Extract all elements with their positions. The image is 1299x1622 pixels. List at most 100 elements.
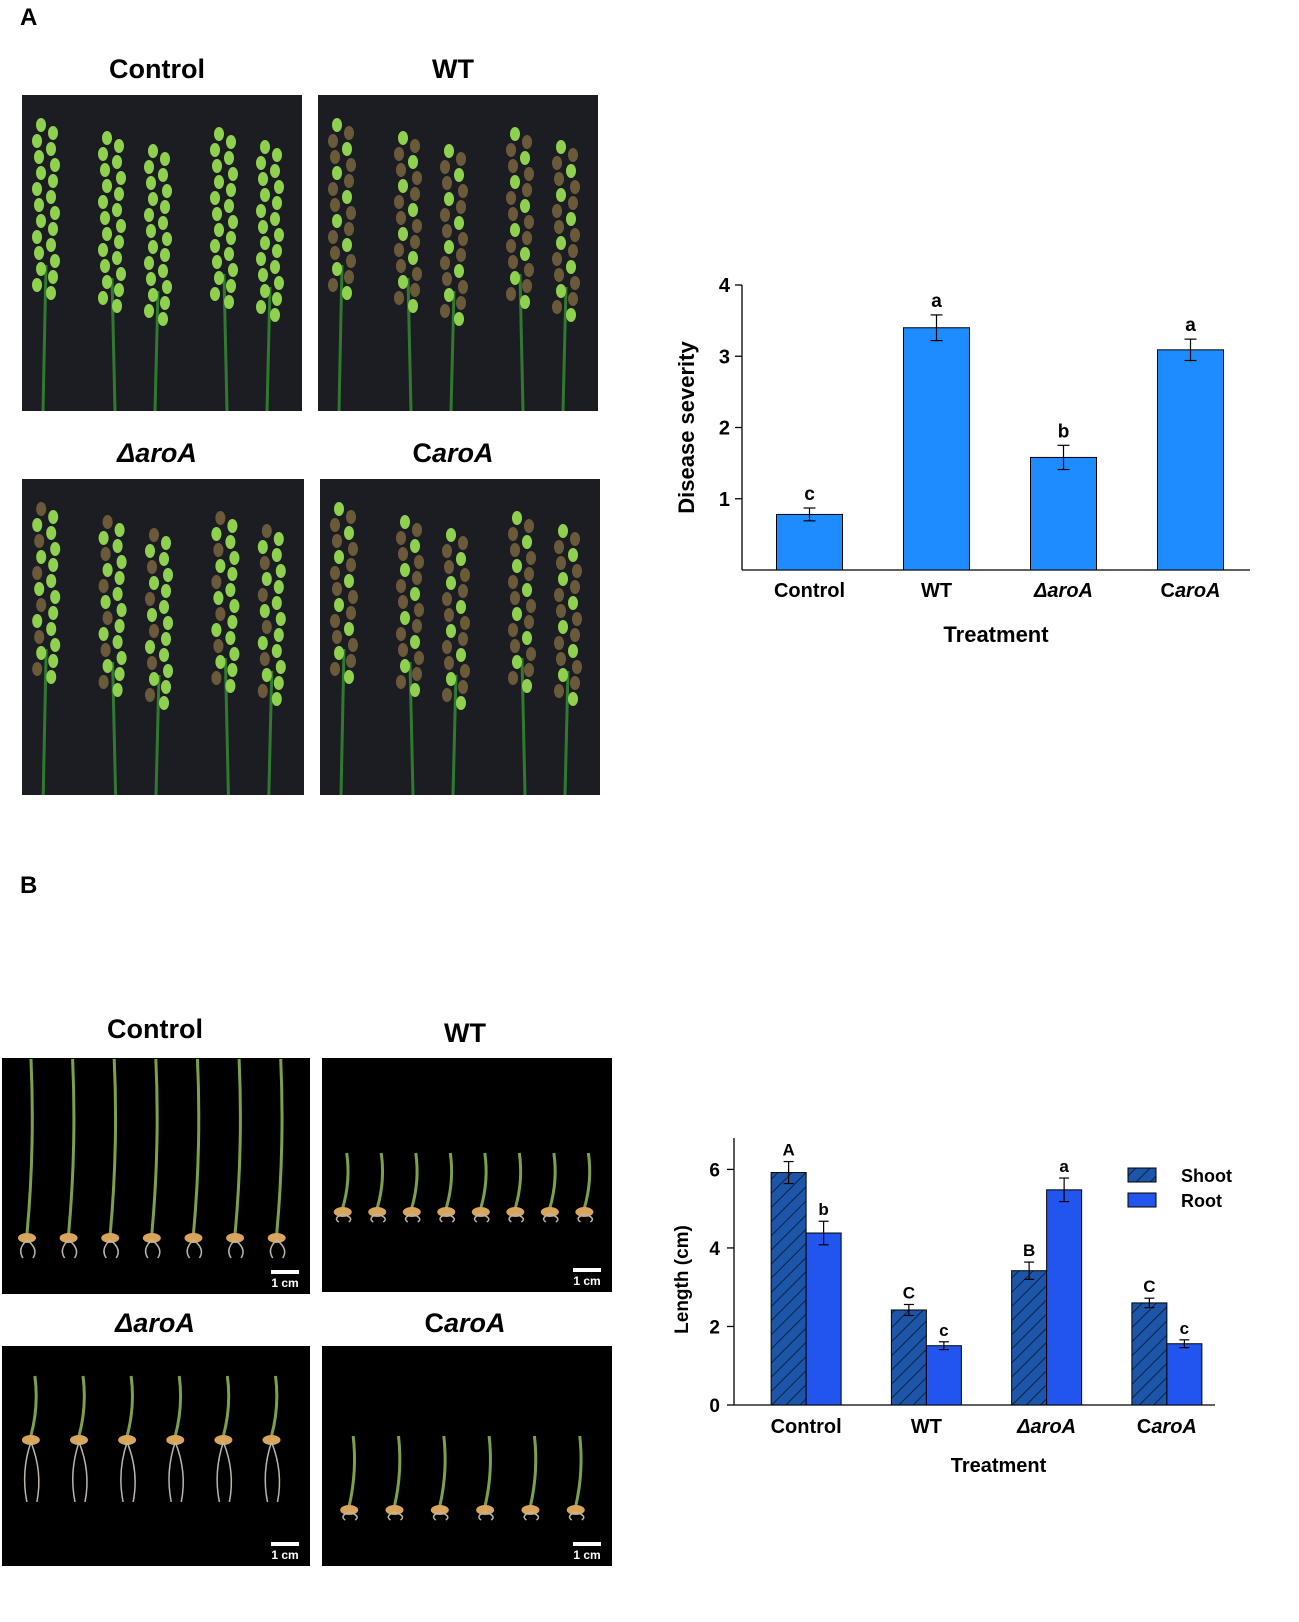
grain — [512, 607, 522, 621]
significance-letter: a — [1185, 315, 1196, 336]
y-tick-label: 1 — [719, 489, 730, 511]
photo-title-daroa-b: ΔaroA — [10, 1308, 300, 1339]
grain — [522, 583, 532, 597]
panicle-stem — [337, 264, 344, 411]
grain — [260, 188, 270, 202]
grain — [213, 639, 224, 653]
seedling-shoot — [548, 1152, 557, 1209]
panicle-illustration — [328, 118, 580, 411]
grain — [211, 527, 222, 541]
panicle-stem — [520, 657, 527, 795]
panicle-photo-daroa — [22, 479, 304, 795]
grain — [116, 267, 126, 281]
y-axis-title: Length (cm) — [672, 1225, 693, 1334]
grain — [228, 263, 238, 277]
scale-label: 1 cm — [271, 1548, 299, 1562]
seedling-shoot — [275, 1058, 284, 1235]
grain — [346, 606, 356, 620]
seedling-shoot — [582, 1152, 592, 1209]
bar — [1157, 349, 1224, 571]
grain — [229, 647, 240, 661]
grain — [228, 215, 238, 229]
grain — [572, 564, 582, 578]
bar — [1030, 456, 1097, 571]
grain — [161, 584, 171, 598]
photo-title-control-b: Control — [10, 1014, 300, 1045]
grain — [410, 587, 420, 601]
panicle-stem — [518, 273, 525, 411]
grain — [214, 271, 224, 285]
grain — [394, 147, 404, 161]
grain — [161, 632, 171, 646]
x-tick-label: Control — [774, 580, 845, 602]
grain — [112, 251, 122, 265]
grain — [102, 179, 112, 193]
grain — [257, 636, 268, 650]
grain — [556, 284, 566, 298]
grain — [330, 566, 340, 580]
grain — [32, 566, 43, 580]
grain — [512, 559, 522, 573]
panicle-stem — [561, 286, 568, 411]
grain — [210, 191, 220, 205]
grain — [114, 523, 125, 537]
grain — [257, 684, 268, 698]
grain — [568, 244, 578, 258]
grain — [556, 236, 566, 250]
grain — [520, 151, 530, 165]
grain — [50, 638, 61, 652]
grain — [556, 140, 566, 154]
grain — [508, 207, 518, 221]
seedling-shoot — [479, 1152, 488, 1209]
grain — [568, 644, 578, 658]
grain — [160, 200, 170, 214]
grain — [48, 222, 58, 236]
grain — [458, 232, 468, 246]
title-italic: aroA — [443, 1308, 506, 1338]
bar-root — [925, 1345, 962, 1406]
x-tick-label: ΔaroA — [1033, 580, 1093, 602]
panicle-stem — [267, 670, 274, 795]
seed — [333, 1207, 352, 1217]
grain — [48, 270, 58, 284]
panicle-illustration — [330, 502, 582, 795]
grain — [398, 131, 408, 145]
bar — [776, 513, 843, 571]
grain — [226, 183, 236, 197]
grain — [396, 163, 406, 177]
grain — [212, 255, 222, 269]
grain — [275, 612, 286, 626]
grain — [162, 280, 172, 294]
y-axis-title: Disease severity — [674, 341, 699, 514]
photo-title-wt-a: WT — [308, 54, 598, 85]
panicle-stem — [563, 670, 570, 795]
grain — [112, 683, 123, 697]
grain — [224, 151, 234, 165]
grain — [271, 596, 282, 610]
grain — [412, 267, 422, 281]
grain — [100, 643, 111, 657]
grain — [259, 604, 270, 618]
grain — [344, 670, 354, 684]
grain — [273, 580, 284, 594]
grain — [272, 196, 282, 210]
grain — [344, 126, 354, 140]
seedling-root — [473, 1213, 490, 1223]
grain — [212, 207, 222, 221]
title-text: WT — [444, 1018, 486, 1048]
grain — [116, 171, 126, 185]
grain — [346, 158, 356, 172]
grain — [48, 174, 58, 188]
seed — [540, 1207, 559, 1217]
grain — [332, 214, 342, 228]
grain — [159, 552, 169, 566]
grain — [410, 539, 420, 553]
grain — [260, 284, 270, 298]
grain — [32, 278, 42, 292]
grain — [558, 668, 568, 682]
seedling-shoot — [483, 1435, 492, 1507]
grain — [554, 540, 564, 554]
seedling-shoot — [233, 1058, 242, 1235]
panicle-photo-caroa — [320, 479, 600, 795]
bar-root — [1166, 1343, 1203, 1406]
